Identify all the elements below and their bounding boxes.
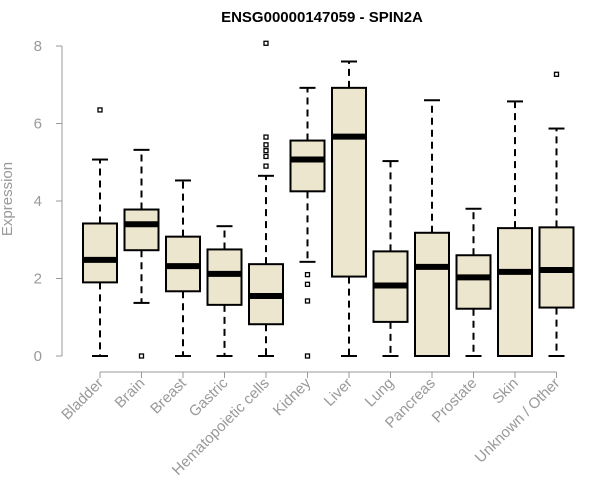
x-tick-label: Skin: [489, 375, 522, 408]
y-axis-label: Expression: [0, 162, 16, 236]
iqr-box: [206, 248, 243, 306]
x-tick-label: Lung: [362, 375, 398, 411]
outlier-point: [263, 147, 269, 154]
iqr-box: [123, 208, 160, 252]
outlier-point: [304, 298, 311, 304]
outlier-point: [553, 71, 560, 77]
outlier-point: [263, 40, 269, 46]
iqr-box: [331, 86, 367, 278]
outlier-point: [263, 142, 269, 148]
box-pancreas: [414, 99, 450, 357]
y-tick-label: 8: [34, 38, 42, 55]
x-tick-label: Breast: [147, 374, 190, 417]
y-tick-label: 2: [34, 271, 42, 288]
chart-title: ENSG00000147059 - SPIN2A: [221, 9, 423, 26]
x-tick-label: Bladder: [58, 375, 107, 424]
x-tick-label: Liver: [321, 375, 356, 410]
box-kidney: [289, 86, 326, 359]
x-tick-label: Brain: [112, 375, 149, 412]
iqr-box: [414, 231, 450, 357]
y-axis: 0 2 4 6 8: [34, 38, 63, 365]
y-tick-label: 4: [34, 193, 42, 210]
y-tick-label: 0: [34, 348, 42, 365]
box-bladder: [82, 107, 118, 357]
outlier-point: [263, 153, 269, 160]
outlier-point: [263, 163, 269, 169]
box-hematopoietic-cells: [248, 40, 284, 357]
box-breast: [165, 179, 201, 357]
outlier-point: [138, 353, 145, 359]
box-lung: [372, 160, 409, 357]
iqr-box: [497, 227, 533, 357]
box-unknown-other: [538, 71, 575, 357]
outlier-point: [304, 281, 311, 287]
box-prostate: [455, 207, 492, 357]
iqr-box: [455, 254, 492, 310]
x-tick-label: Kidney: [270, 374, 315, 419]
outlier-point: [304, 353, 311, 359]
x-tick-label: Prostate: [429, 375, 481, 427]
outlier-point: [304, 271, 311, 278]
boxes-group: [82, 40, 575, 359]
outlier-point: [263, 134, 269, 140]
iqr-box: [289, 139, 326, 193]
outlier-point: [97, 107, 103, 113]
box-gastric: [206, 225, 243, 357]
box-skin: [497, 100, 533, 357]
iqr-box: [82, 222, 118, 284]
box-liver: [331, 60, 367, 357]
y-tick-label: 6: [34, 116, 42, 133]
box-brain: [123, 148, 160, 359]
